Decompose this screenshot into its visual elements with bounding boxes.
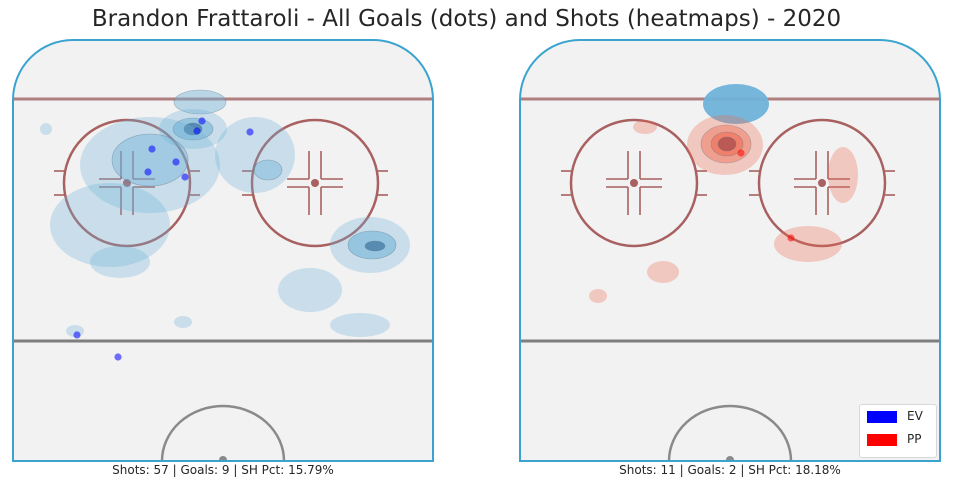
ev-caption: Shots: 57 | Goals: 9 | SH Pct: 15.79% — [112, 463, 334, 477]
goal-dot — [148, 145, 156, 153]
legend-swatch-ev — [867, 411, 897, 423]
shot-heat-blob — [80, 117, 220, 213]
ev-shot-heat-overlay — [703, 84, 769, 124]
shot-heat-blob — [50, 183, 170, 267]
goal-dot — [181, 173, 189, 181]
legend-label-pp: PP — [907, 432, 922, 446]
goal-dot — [144, 168, 152, 176]
center-circle — [667, 404, 793, 461]
chart-title: Brandon Frattaroli - All Goals (dots) an… — [91, 6, 842, 32]
legend: EV PP — [859, 404, 937, 458]
boards — [12, 39, 434, 462]
faceoff-dot — [630, 179, 638, 187]
shot-heat-blob — [589, 289, 607, 303]
faceoff-circle-2 — [250, 118, 380, 248]
goal-dot — [787, 234, 795, 242]
shot-heat-blob — [111, 133, 189, 187]
center-circle — [160, 404, 286, 461]
pp-caption: Shots: 11 | Goals: 2 | SH Pct: 18.18% — [619, 463, 841, 477]
shot-heat-blob — [278, 268, 342, 312]
goal-dot — [73, 331, 81, 339]
rink-markings — [520, 84, 940, 461]
shot-heat-blob — [173, 89, 227, 115]
shot-heat-blob — [717, 136, 737, 152]
heatmap — [589, 84, 858, 303]
legend-swatch-pp — [867, 434, 897, 446]
goal-dot — [246, 128, 254, 136]
shot-heat-blob — [90, 246, 150, 278]
shot-heat-blob — [253, 159, 283, 181]
faceoff-circle-2 — [757, 118, 887, 248]
faceoff-circle-1 — [62, 118, 192, 248]
faceoff-circle-1 — [569, 118, 699, 248]
goal-dot — [193, 127, 201, 135]
goal-dot — [114, 353, 122, 361]
shot-heat-blob — [828, 147, 858, 203]
faceoff-dot — [311, 179, 319, 187]
shot-heat-blob — [215, 117, 295, 193]
shot-heat-blob — [774, 226, 842, 262]
shot-heat-blob — [364, 240, 386, 252]
rink-markings — [13, 89, 433, 461]
faceoff-dot — [123, 179, 131, 187]
boards — [519, 39, 941, 462]
shot-heat-blob — [40, 123, 52, 135]
ice-surface — [520, 40, 940, 461]
goal-dot — [737, 149, 745, 157]
pp-rink-panel — [519, 39, 941, 462]
faceoff-dot — [818, 179, 826, 187]
shot-heat-blob — [633, 120, 657, 134]
heatmap — [40, 89, 410, 337]
goal-dot — [172, 158, 180, 166]
shot-heat-blob — [330, 313, 390, 337]
shot-heat-blob — [647, 261, 679, 283]
goal-dot — [198, 117, 206, 125]
legend-label-ev: EV — [907, 409, 923, 423]
shot-heat-blob — [174, 316, 192, 328]
ev-rink-panel — [12, 39, 434, 462]
